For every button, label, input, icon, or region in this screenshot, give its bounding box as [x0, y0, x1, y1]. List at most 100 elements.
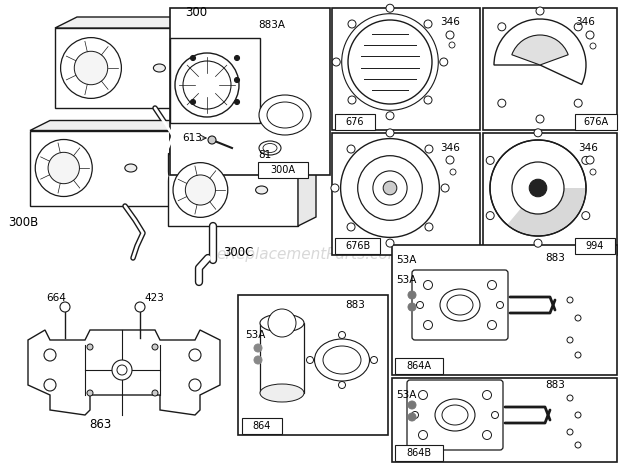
Bar	[392, 378, 617, 462]
Bar	[575, 114, 617, 130]
Circle shape	[567, 337, 573, 343]
Circle shape	[567, 395, 573, 401]
Ellipse shape	[255, 186, 268, 194]
Text: 300: 300	[185, 7, 207, 19]
Circle shape	[487, 281, 497, 290]
Circle shape	[417, 301, 423, 308]
Circle shape	[383, 181, 397, 195]
FancyBboxPatch shape	[412, 270, 508, 340]
Ellipse shape	[442, 405, 468, 425]
Circle shape	[306, 357, 314, 363]
Circle shape	[386, 239, 394, 247]
Polygon shape	[55, 17, 222, 28]
Circle shape	[44, 349, 56, 361]
Circle shape	[450, 169, 456, 175]
Text: 863: 863	[89, 418, 111, 431]
Bar	[258, 162, 308, 178]
Circle shape	[87, 344, 93, 350]
Circle shape	[512, 162, 564, 214]
Circle shape	[586, 156, 594, 164]
Circle shape	[408, 291, 416, 299]
Wedge shape	[508, 188, 585, 235]
Circle shape	[425, 145, 433, 153]
Polygon shape	[170, 120, 190, 205]
Circle shape	[574, 99, 582, 107]
Circle shape	[189, 349, 201, 361]
Circle shape	[487, 321, 497, 329]
Polygon shape	[28, 330, 220, 415]
Bar	[575, 238, 615, 254]
Text: 883: 883	[545, 253, 565, 263]
Circle shape	[575, 352, 581, 358]
Circle shape	[234, 78, 239, 83]
Text: 676: 676	[346, 117, 365, 127]
Circle shape	[332, 58, 340, 66]
Circle shape	[135, 302, 145, 312]
Circle shape	[425, 223, 433, 231]
Circle shape	[185, 175, 215, 205]
Text: 883: 883	[345, 300, 365, 310]
Text: eReplacementParts.com: eReplacementParts.com	[216, 248, 404, 263]
Text: 864: 864	[253, 421, 271, 431]
Wedge shape	[494, 19, 586, 85]
Circle shape	[347, 145, 355, 153]
Circle shape	[582, 157, 590, 164]
Circle shape	[61, 38, 122, 98]
Text: 346: 346	[440, 17, 460, 27]
Circle shape	[44, 379, 56, 391]
Circle shape	[173, 163, 228, 217]
Circle shape	[408, 303, 416, 311]
Circle shape	[408, 413, 416, 421]
Circle shape	[347, 223, 355, 231]
Polygon shape	[168, 154, 298, 226]
Circle shape	[446, 31, 454, 39]
Circle shape	[348, 20, 432, 104]
Circle shape	[536, 115, 544, 123]
Ellipse shape	[259, 141, 281, 155]
Ellipse shape	[440, 289, 480, 321]
Bar	[332, 133, 480, 255]
Circle shape	[152, 344, 158, 350]
Circle shape	[497, 301, 503, 308]
Text: 300C: 300C	[223, 245, 254, 258]
Circle shape	[208, 136, 216, 144]
Circle shape	[486, 157, 494, 164]
Text: 864A: 864A	[407, 361, 432, 371]
Polygon shape	[30, 131, 170, 205]
Circle shape	[112, 360, 132, 380]
Bar	[483, 133, 617, 255]
Text: 346: 346	[578, 143, 598, 153]
Circle shape	[418, 431, 428, 439]
Circle shape	[446, 156, 454, 164]
Text: 864B: 864B	[407, 448, 432, 458]
Text: 883A: 883A	[258, 20, 285, 30]
Circle shape	[348, 20, 356, 28]
Text: 300A: 300A	[270, 165, 296, 175]
Circle shape	[331, 184, 339, 192]
Text: 300B: 300B	[8, 217, 38, 229]
Text: 676B: 676B	[345, 241, 370, 251]
Circle shape	[268, 309, 296, 337]
Circle shape	[423, 321, 433, 329]
Polygon shape	[200, 17, 222, 108]
Ellipse shape	[260, 384, 304, 402]
Circle shape	[87, 390, 93, 396]
Circle shape	[492, 412, 498, 418]
Polygon shape	[168, 145, 316, 154]
Circle shape	[386, 129, 394, 137]
Circle shape	[339, 382, 345, 389]
Text: 883: 883	[545, 380, 565, 390]
Circle shape	[408, 401, 416, 409]
Circle shape	[582, 212, 590, 219]
Circle shape	[48, 152, 79, 184]
Circle shape	[117, 365, 127, 375]
Circle shape	[423, 281, 433, 290]
Circle shape	[449, 42, 455, 48]
Circle shape	[183, 61, 231, 109]
Bar	[395, 445, 443, 461]
Circle shape	[386, 112, 394, 120]
Circle shape	[575, 315, 581, 321]
Circle shape	[74, 51, 108, 85]
Ellipse shape	[267, 102, 303, 128]
Ellipse shape	[259, 95, 311, 135]
